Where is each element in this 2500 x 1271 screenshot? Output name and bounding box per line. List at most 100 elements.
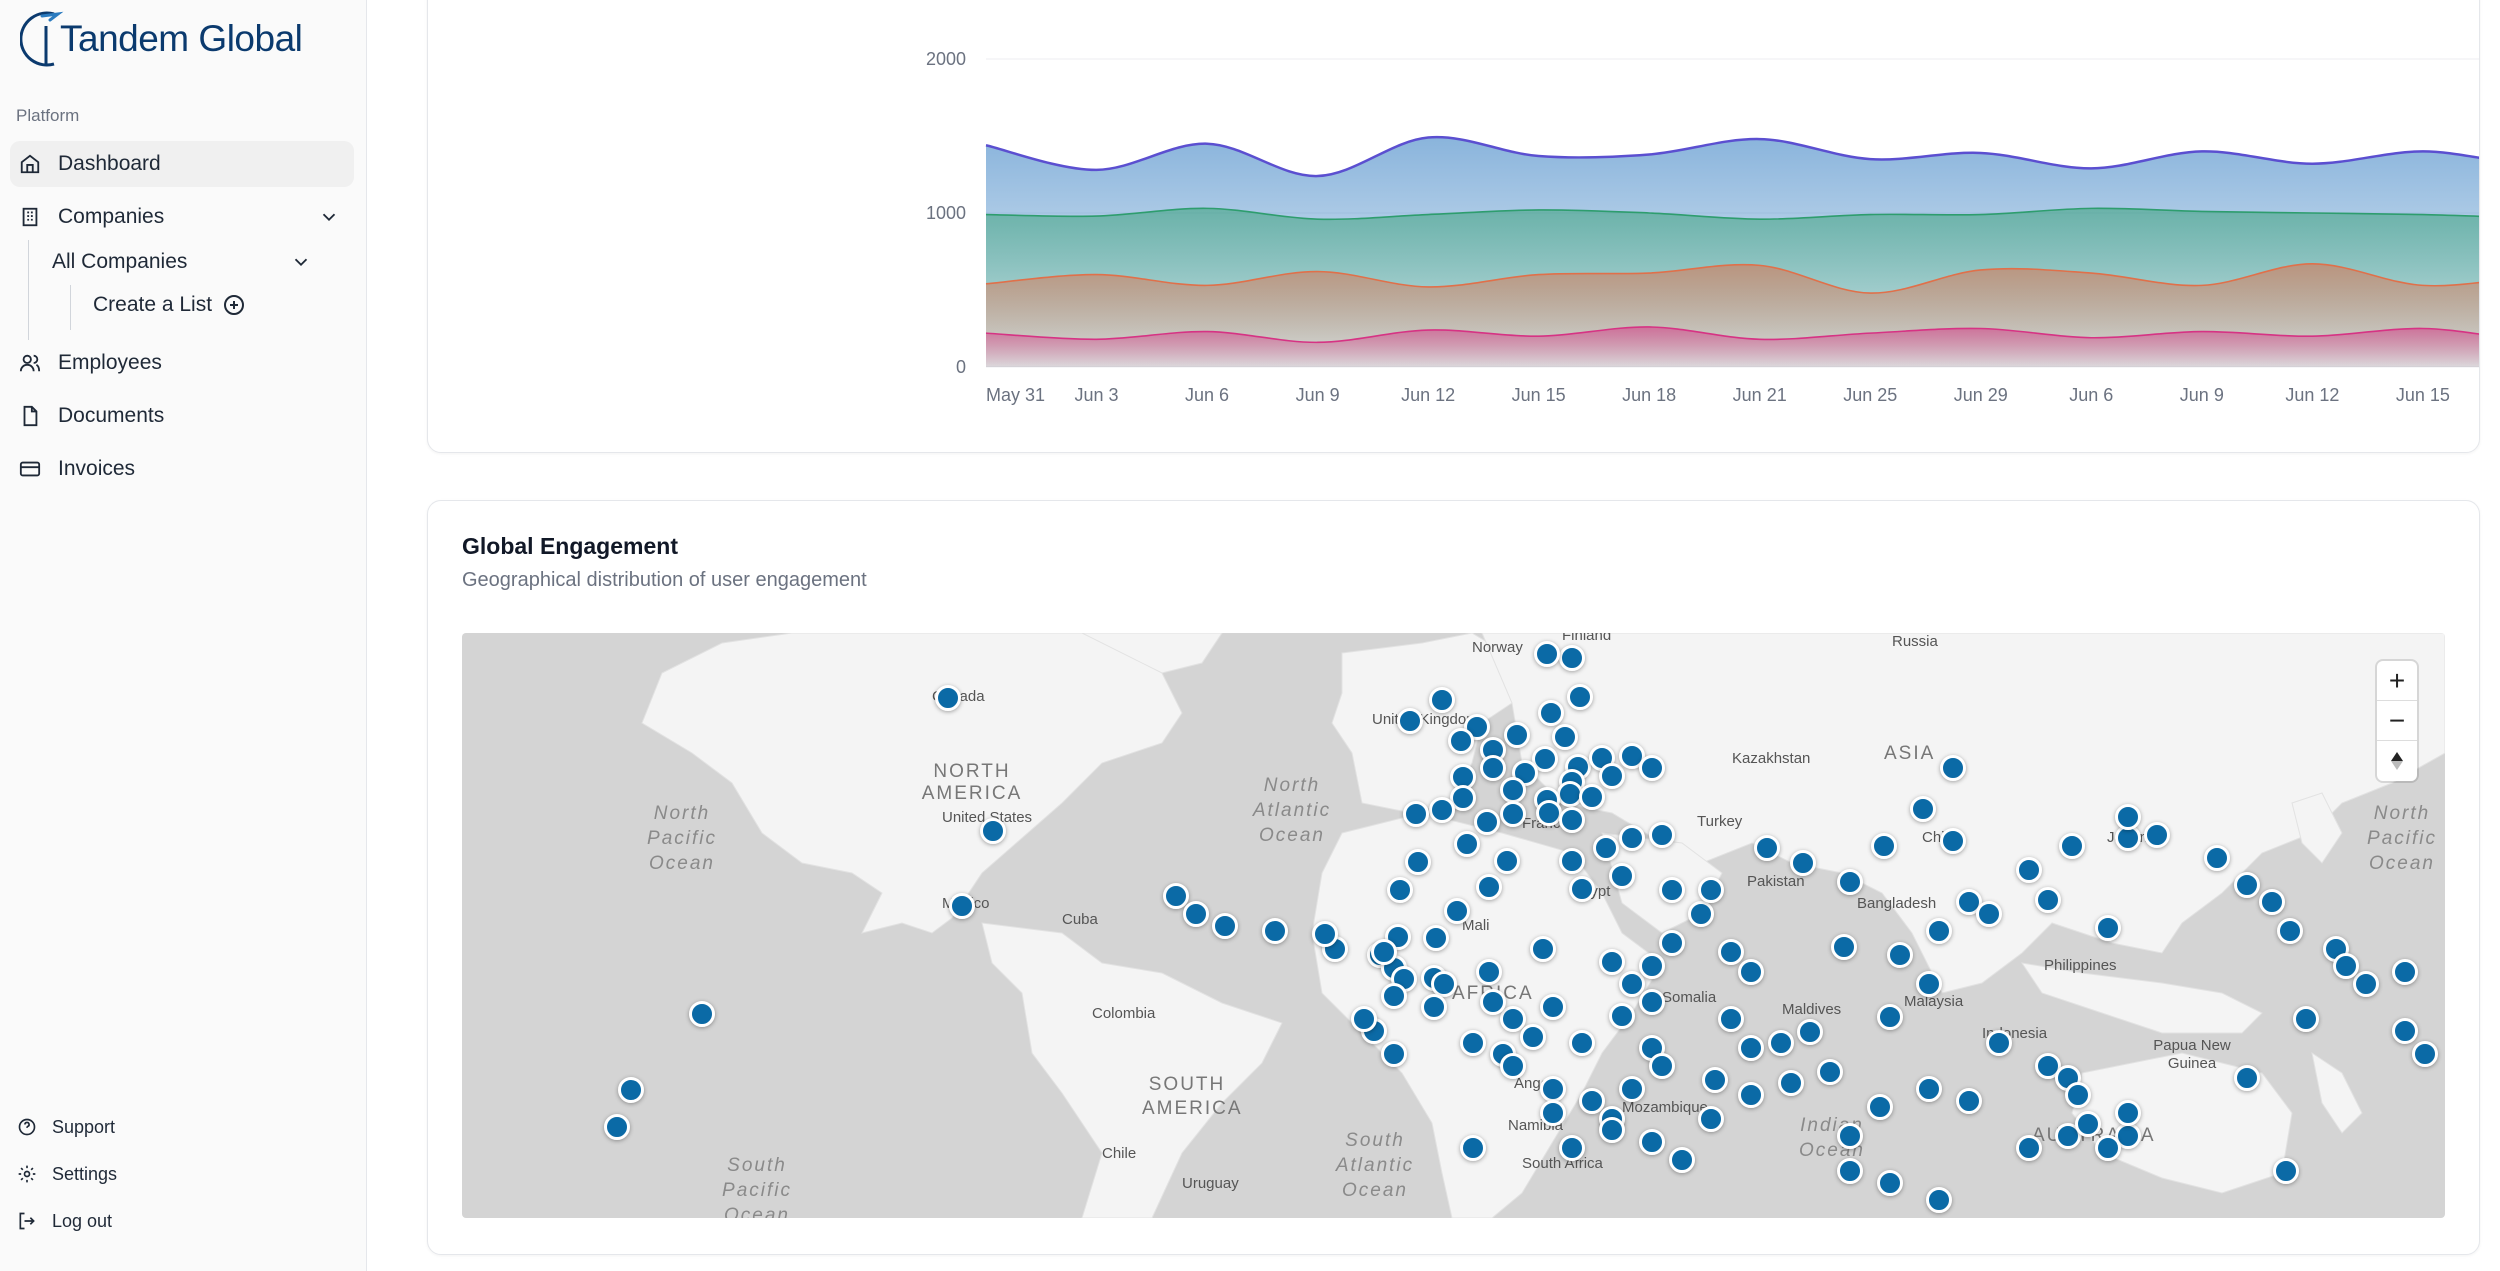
engagement-marker[interactable] xyxy=(1371,938,1398,965)
engagement-marker[interactable] xyxy=(1876,1169,1903,1196)
engagement-marker[interactable] xyxy=(1444,897,1471,924)
engagement-marker[interactable] xyxy=(1599,763,1626,790)
engagement-marker[interactable] xyxy=(1698,877,1725,904)
engagement-marker[interactable] xyxy=(1940,754,1967,781)
engagement-marker[interactable] xyxy=(1956,1088,1983,1114)
engagement-marker[interactable] xyxy=(1870,832,1897,859)
engagement-marker[interactable] xyxy=(1618,971,1645,997)
engagement-marker[interactable] xyxy=(1402,801,1429,828)
sidebar-footer-settings[interactable]: Settings xyxy=(16,1159,117,1189)
engagement-marker[interactable] xyxy=(1593,835,1620,862)
engagement-marker[interactable] xyxy=(1535,800,1562,827)
engagement-marker[interactable] xyxy=(1648,1052,1675,1079)
sidebar-item-documents[interactable]: Documents xyxy=(10,393,354,439)
engagement-marker[interactable] xyxy=(2259,889,2286,916)
engagement-marker[interactable] xyxy=(1351,1006,1378,1033)
engagement-marker[interactable] xyxy=(1422,925,1449,952)
engagement-marker[interactable] xyxy=(1618,824,1645,851)
reset-north-button[interactable] xyxy=(2377,741,2417,781)
engagement-marker[interactable] xyxy=(1956,889,1983,916)
engagement-marker[interactable] xyxy=(1499,1052,1526,1079)
engagement-marker[interactable] xyxy=(1559,1134,1586,1161)
engagement-marker[interactable] xyxy=(2277,918,2304,945)
engagement-marker[interactable] xyxy=(2293,1006,2320,1033)
engagement-marker[interactable] xyxy=(1737,959,1764,986)
engagement-marker[interactable] xyxy=(1499,1006,1526,1033)
engagement-marker[interactable] xyxy=(1551,724,1578,751)
chevron-down-icon[interactable] xyxy=(290,251,312,273)
zoom-in-button[interactable]: + xyxy=(2377,661,2417,701)
engagement-marker[interactable] xyxy=(1767,1029,1794,1056)
engagement-marker[interactable] xyxy=(1529,935,1556,962)
engagement-marker[interactable] xyxy=(1396,708,1423,735)
engagement-marker[interactable] xyxy=(1454,830,1481,857)
engagement-marker[interactable] xyxy=(1420,994,1447,1021)
engagement-marker[interactable] xyxy=(1866,1093,1893,1120)
engagement-marker[interactable] xyxy=(2392,1017,2419,1044)
engagement-marker[interactable] xyxy=(1311,921,1338,948)
engagement-marker[interactable] xyxy=(1569,875,1596,902)
engagement-marker[interactable] xyxy=(1926,918,1953,945)
engagement-marker[interactable] xyxy=(1386,877,1413,904)
engagement-marker[interactable] xyxy=(2144,821,2171,848)
engagement-marker[interactable] xyxy=(1448,728,1475,755)
engagement-marker[interactable] xyxy=(2392,959,2419,986)
engagement-marker[interactable] xyxy=(1718,1006,1745,1033)
engagement-marker[interactable] xyxy=(1718,939,1745,966)
engagement-marker[interactable] xyxy=(1910,795,1937,822)
engagement-marker[interactable] xyxy=(2094,1134,2121,1161)
engagement-marker[interactable] xyxy=(1837,1158,1864,1185)
engagement-marker[interactable] xyxy=(1638,754,1665,781)
engagement-marker[interactable] xyxy=(1609,862,1636,889)
engagement-marker[interactable] xyxy=(1537,699,1564,726)
engagement-marker[interactable] xyxy=(2094,915,2121,942)
engagement-marker[interactable] xyxy=(1460,1029,1487,1056)
engagement-marker[interactable] xyxy=(1450,784,1477,811)
sidebar-item-invoices[interactable]: Invoices xyxy=(10,446,354,492)
engagement-marker[interactable] xyxy=(1533,641,1560,668)
create-list-button[interactable]: Create a List xyxy=(93,293,246,317)
engagement-marker[interactable] xyxy=(1975,900,2002,927)
engagement-marker[interactable] xyxy=(1428,687,1455,714)
sidebar-item-employees[interactable]: Employees xyxy=(10,340,354,386)
engagement-marker[interactable] xyxy=(1658,930,1685,957)
engagement-marker[interactable] xyxy=(2114,804,2141,831)
engagement-marker[interactable] xyxy=(2075,1111,2102,1138)
engagement-marker[interactable] xyxy=(1476,959,1503,986)
engagement-marker[interactable] xyxy=(1381,1041,1407,1068)
sidebar-subitem-all-companies[interactable]: All Companies xyxy=(52,250,312,274)
engagement-marker[interactable] xyxy=(1381,982,1407,1009)
engagement-marker[interactable] xyxy=(948,893,975,920)
engagement-marker[interactable] xyxy=(1539,1099,1566,1126)
engagement-marker[interactable] xyxy=(1668,1146,1695,1173)
engagement-marker[interactable] xyxy=(2035,886,2062,913)
engagement-marker[interactable] xyxy=(1886,941,1913,968)
engagement-marker[interactable] xyxy=(2114,1099,2141,1126)
world-map[interactable]: NORTH AMERICA Canada United States North… xyxy=(462,633,2445,1218)
engagement-marker[interactable] xyxy=(1609,1003,1636,1030)
engagement-marker[interactable] xyxy=(1737,1035,1764,1062)
engagement-marker[interactable] xyxy=(1702,1066,1729,1093)
engagement-marker[interactable] xyxy=(1494,848,1521,875)
engagement-marker[interactable] xyxy=(1499,800,1526,827)
engagement-marker[interactable] xyxy=(1162,883,1189,910)
engagement-marker[interactable] xyxy=(1559,848,1586,875)
engagement-marker[interactable] xyxy=(1579,783,1606,810)
engagement-marker[interactable] xyxy=(2065,1082,2092,1109)
engagement-marker[interactable] xyxy=(2352,971,2379,997)
engagement-marker[interactable] xyxy=(1559,644,1586,671)
engagement-marker[interactable] xyxy=(1916,1076,1943,1103)
engagement-marker[interactable] xyxy=(1837,1123,1864,1150)
sidebar-item-companies[interactable]: Companies xyxy=(10,194,354,240)
engagement-marker[interactable] xyxy=(688,1000,715,1027)
engagement-marker[interactable] xyxy=(1831,933,1858,960)
engagement-marker[interactable] xyxy=(1698,1105,1725,1132)
engagement-marker[interactable] xyxy=(2332,953,2359,980)
engagement-marker[interactable] xyxy=(1569,1029,1596,1056)
engagement-marker[interactable] xyxy=(1428,797,1455,824)
engagement-marker[interactable] xyxy=(1817,1058,1844,1085)
engagement-marker[interactable] xyxy=(1262,918,1289,945)
engagement-marker[interactable] xyxy=(1638,953,1665,980)
engagement-marker[interactable] xyxy=(1474,808,1501,835)
engagement-marker[interactable] xyxy=(1559,807,1586,834)
